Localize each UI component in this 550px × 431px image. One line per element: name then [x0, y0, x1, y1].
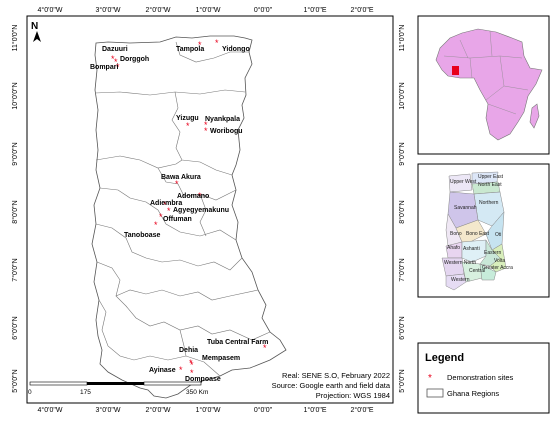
site-star-icon: *	[111, 54, 115, 64]
bottom-tick-label: 2°0'0"E	[351, 406, 374, 414]
site-star-icon: *	[263, 343, 267, 353]
right-tick-label: 9°0'0"N	[398, 142, 406, 165]
site-label: Dazuuri	[102, 46, 128, 53]
right-tick-label: 6°0'0"N	[398, 316, 406, 339]
credit-line-3: Projection: WGS 1984	[316, 391, 390, 400]
site-star-icon: *	[189, 358, 193, 368]
site-star-icon: *	[204, 120, 208, 130]
site-label: Woribogu	[210, 128, 243, 135]
site-label: Ayinase	[149, 367, 176, 374]
bottom-tick-label: 1°0'0"W	[196, 406, 221, 414]
site-star-icon: *	[116, 62, 120, 72]
bottom-tick-label: 1°0'0"E	[304, 406, 327, 414]
top-tick-label: 1°0'0"E	[304, 6, 327, 14]
site-star-icon: *	[204, 126, 208, 136]
site-label: Nyankpala	[205, 116, 240, 123]
top-tick-label: 1°0'0"W	[196, 6, 221, 14]
credit-line-2: Source: Google earth and field data	[272, 381, 391, 390]
site-star-icon: *	[186, 121, 190, 131]
right-tick-label: 7°0'0"N	[398, 258, 406, 281]
site-label: Dompoase	[185, 376, 221, 383]
left-tick-label: 9°0'0"N	[11, 142, 19, 165]
main-map-frame	[26, 15, 394, 404]
top-tick-label: 4°0'0"W	[38, 6, 63, 14]
site-label: Adomano	[177, 193, 209, 200]
site-label: Yizugu	[176, 115, 199, 122]
site-label: Dorggoh	[120, 56, 149, 63]
site-star-icon: *	[114, 57, 118, 67]
credit-line-1: Real: SENE S.O, February 2022	[282, 371, 390, 380]
scale-end: 350 Km	[186, 389, 208, 396]
ghana-outline	[91, 35, 287, 399]
left-tick-label: 5°0'0"N	[11, 369, 19, 392]
left-tick-label: 8°0'0"N	[11, 200, 19, 223]
bottom-ticks: 4°0'0"W 3°0'0"W 2°0'0"W 1°0'0"W 0°0'0" 1°0'0"…	[38, 406, 374, 414]
bottom-tick-label: 0°0'0"	[254, 406, 273, 414]
north-arrow-icon: N	[31, 21, 41, 42]
site-star-icon: *	[175, 179, 179, 189]
site-star-icon: *	[190, 360, 194, 370]
site-star-icon: *	[154, 220, 158, 230]
site-star-icon: *	[163, 200, 167, 210]
scale-mid: 175	[80, 389, 91, 396]
bottom-tick-label: 3°0'0"W	[96, 406, 121, 414]
site-star-icon: *	[167, 206, 171, 216]
right-tick-label: 11°0'0"N	[398, 25, 406, 52]
site-label: Bawa Akura	[161, 174, 201, 181]
site-star-icon: *	[198, 40, 202, 50]
region-boundaries	[94, 41, 271, 377]
top-tick-label: 2°0'0"E	[351, 6, 374, 14]
site-star-icon: *	[198, 191, 202, 201]
bottom-tick-label: 4°0'0"W	[38, 406, 63, 414]
site-label: Adiembra	[150, 200, 182, 207]
top-tick-label: 0°0'0"	[254, 6, 273, 14]
map-credits: Real: SENE S.O, February 2022 Source: Go…	[272, 371, 391, 400]
scale-bar: 0 175 350 Km	[28, 381, 208, 396]
site-label: Tampola	[176, 46, 204, 53]
top-tick-label: 3°0'0"W	[96, 6, 121, 14]
site-label: Mempasem	[202, 355, 240, 362]
left-tick-label: 7°0'0"N	[11, 258, 19, 281]
site-star-icon: *	[190, 368, 194, 378]
site-label: Bompari	[90, 64, 118, 71]
left-tick-label: 6°0'0"N	[11, 316, 19, 339]
right-tick-label: 8°0'0"N	[398, 200, 406, 223]
north-label: N	[31, 21, 38, 32]
right-tick-label: 5°0'0"N	[398, 369, 406, 392]
scale-zero: 0	[28, 389, 32, 396]
site-star-icon: *	[179, 365, 183, 375]
left-tick-label: 10°0'0"N	[11, 82, 19, 109]
right-tick-label: 10°0'0"N	[398, 82, 406, 109]
left-ticks: 11°0'0"N 10°0'0"N 9°0'0"N 8°0'0"N 7°0'0"N 6°0…	[11, 25, 19, 393]
site-label: Offuman	[163, 216, 192, 223]
left-tick-label: 11°0'0"N	[11, 25, 19, 52]
top-ticks: 4°0'0"W 3°0'0"W 2°0'0"W 1°0'0"W 0°0'0" 1°0'0"…	[38, 6, 374, 14]
site-label: Tuba Central Farm	[207, 339, 268, 346]
bottom-tick-label: 2°0'0"W	[146, 406, 171, 414]
site-label: Agyegyemakunu	[173, 207, 229, 214]
top-tick-label: 2°0'0"W	[146, 6, 171, 14]
right-ticks: 11°0'0"N 10°0'0"N 9°0'0"N 8°0'0"N 7°0'0"N 6°0…	[398, 25, 406, 393]
demonstration-sites: *Dazuuri* Dorggoh*Bompari*Tampola*Yidongo…	[90, 38, 268, 383]
site-star-icon: *	[215, 38, 219, 48]
site-label: Tanoboase	[124, 232, 161, 239]
site-label: Dehia	[179, 347, 198, 354]
site-star-icon: *	[159, 212, 163, 222]
site-label: Yidongo	[222, 46, 250, 53]
